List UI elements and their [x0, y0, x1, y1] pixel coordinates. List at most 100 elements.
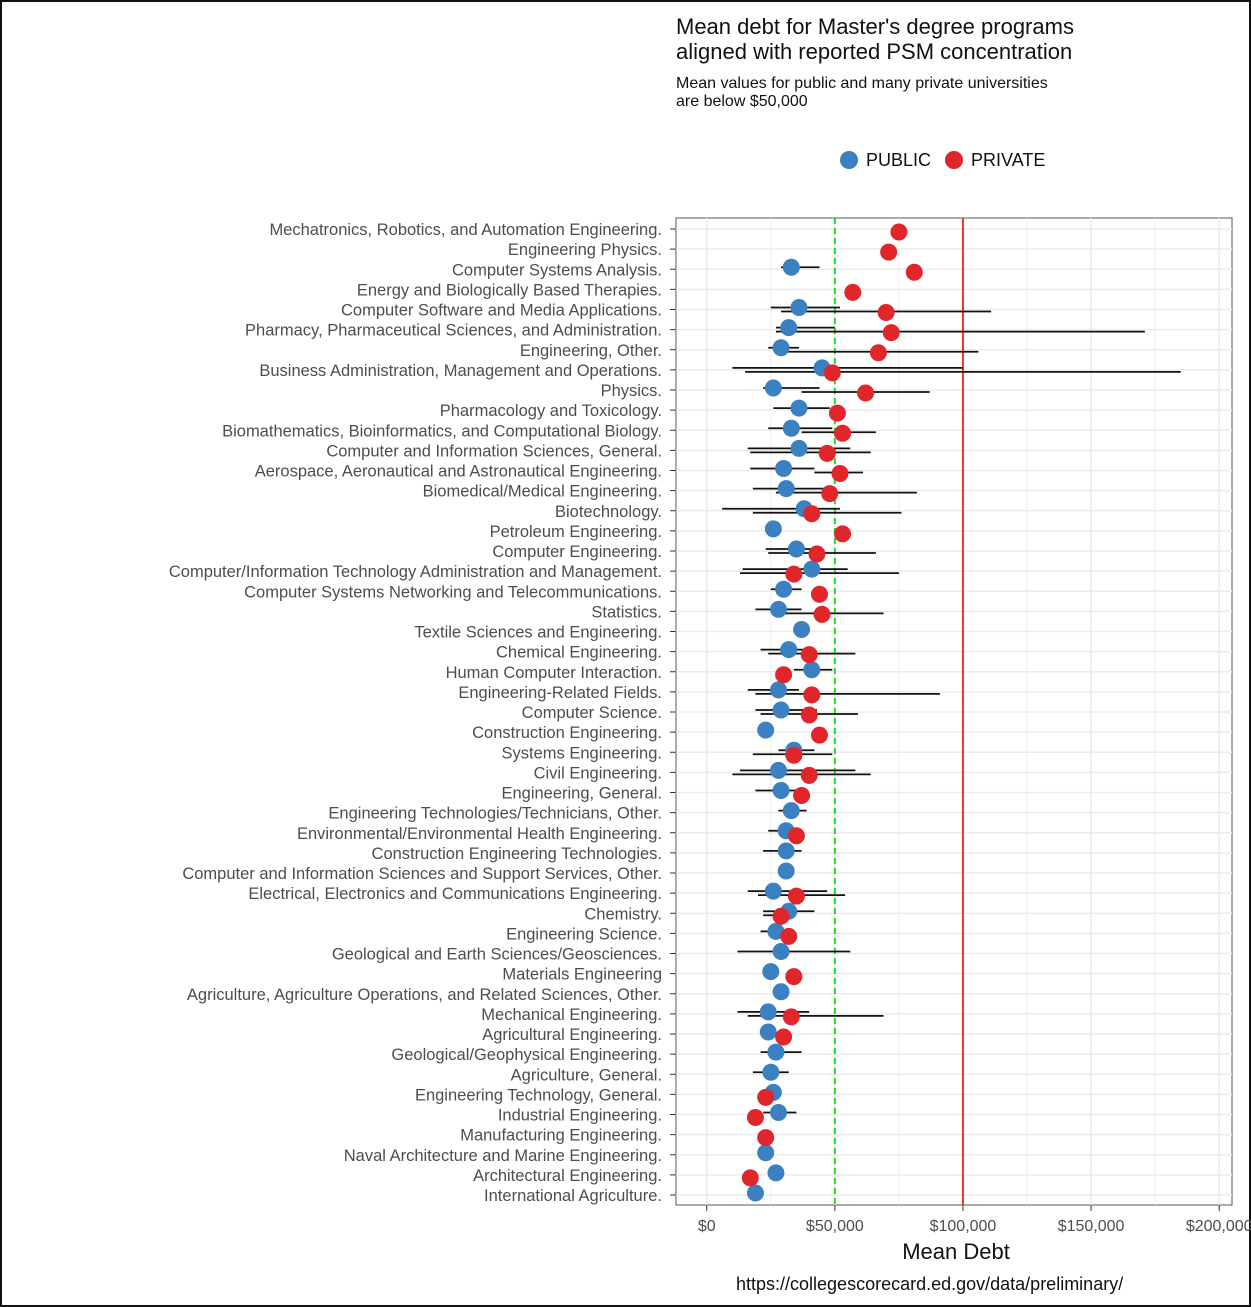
- y-tick-label: Aerospace, Aeronautical and Astronautica…: [255, 463, 662, 481]
- y-tick-label: Pharmacology and Toxicology.: [440, 402, 662, 420]
- point-public: [772, 782, 790, 799]
- point-public: [777, 480, 795, 498]
- y-tick-label: Business Administration, Management and …: [259, 362, 662, 380]
- y-tick-label: Agricultural Engineering.: [482, 1026, 662, 1044]
- y-tick-label: Computer Science.: [522, 704, 662, 722]
- y-tick-label: Computer/Information Technology Administ…: [169, 563, 662, 581]
- point-public: [780, 641, 798, 659]
- point-private: [831, 465, 849, 482]
- point-private: [834, 525, 852, 543]
- point-public: [764, 520, 782, 538]
- point-private: [787, 827, 805, 845]
- point-private: [757, 1129, 775, 1147]
- point-public: [769, 761, 787, 779]
- point-private: [780, 927, 798, 945]
- y-tick-label: Biomedical/Medical Engineering.: [423, 483, 662, 501]
- point-public: [803, 661, 821, 679]
- y-tick-label: Agriculture, Agriculture Operations, and…: [187, 986, 662, 1004]
- point-public: [759, 1003, 777, 1021]
- x-tick-label: $0: [698, 1218, 716, 1235]
- y-tick-label: Environmental/Environmental Health Engin…: [297, 825, 662, 843]
- y-tick-label: Engineering, General.: [501, 785, 662, 803]
- x-axis-label: Mean Debt: [902, 1239, 1010, 1264]
- point-private: [785, 565, 803, 583]
- y-tick-label: Computer Software and Media Applications…: [341, 302, 662, 320]
- x-tick-label: $150,000: [1058, 1218, 1125, 1235]
- point-public: [772, 983, 790, 1001]
- point-private: [757, 1088, 775, 1106]
- chart-subtitle: Mean values for public and many private …: [676, 75, 1196, 111]
- y-tick-label: Computer Systems Analysis.: [452, 261, 662, 279]
- x-tick-label: $50,000: [806, 1218, 864, 1235]
- legend-dot-private: [945, 151, 964, 169]
- chart-subtitle-line: Mean values for public and many private …: [676, 75, 1048, 92]
- point-private: [828, 404, 846, 422]
- legend-label-public: PUBLIC: [866, 149, 932, 170]
- source-url: https://collegescorecard.ed.gov/data/pre…: [736, 1274, 1124, 1294]
- point-public: [767, 922, 785, 940]
- point-private: [775, 1028, 793, 1046]
- point-private: [834, 424, 852, 442]
- y-tick-label: Agriculture, General.: [511, 1066, 662, 1084]
- y-tick-label: Systems Engineering.: [502, 744, 663, 762]
- point-private: [810, 585, 828, 603]
- y-tick-label: Engineering, Other.: [520, 342, 662, 360]
- point-private: [775, 666, 793, 684]
- point-private: [810, 726, 828, 744]
- y-tick-label: Manufacturing Engineering.: [460, 1127, 662, 1145]
- point-private: [844, 283, 862, 301]
- chart-title-line: aligned with reported PSM concentration: [676, 39, 1073, 64]
- point-private: [823, 364, 841, 382]
- y-tick-label: Computer and Information Sciences, Gener…: [326, 442, 662, 460]
- point-private: [821, 485, 839, 503]
- y-tick-label: Construction Engineering Technologies.: [372, 845, 662, 863]
- y-tick-label: Geological/Geophysical Engineering.: [391, 1046, 662, 1064]
- point-private: [800, 646, 818, 664]
- y-tick-label: Engineering Technologies/Technicians, Ot…: [328, 805, 662, 823]
- point-private: [785, 746, 803, 764]
- point-private: [857, 384, 875, 402]
- point-private: [818, 444, 836, 462]
- y-tick-label: International Agriculture.: [484, 1187, 662, 1205]
- point-private: [813, 605, 831, 623]
- y-tick-label: Engineering-Related Fields.: [458, 684, 662, 702]
- point-public: [767, 1164, 785, 1182]
- point-private: [803, 686, 821, 704]
- point-public: [787, 540, 805, 558]
- point-public: [777, 862, 795, 880]
- point-private: [869, 344, 887, 362]
- point-private: [785, 968, 803, 986]
- point-public: [775, 460, 793, 477]
- point-public: [764, 882, 782, 900]
- legend-label-private: PRIVATE: [971, 149, 1046, 170]
- y-tick-label: Engineering Technology, General.: [415, 1086, 662, 1104]
- y-tick-label: Energy and Biologically Based Therapies.: [357, 281, 662, 299]
- y-tick-label: Engineering Science.: [506, 925, 662, 943]
- point-private: [782, 1008, 800, 1026]
- point-private: [746, 1109, 764, 1126]
- point-private: [741, 1169, 759, 1187]
- y-tick-label: Electrical, Electronics and Communicatio…: [248, 885, 662, 903]
- point-private: [772, 907, 790, 925]
- point-public: [772, 943, 790, 960]
- point-public: [782, 802, 800, 820]
- legend-item-private: PRIVATE: [945, 150, 1045, 171]
- legend-dot-public: [840, 151, 858, 169]
- point-private: [877, 304, 895, 321]
- point-public: [782, 258, 800, 276]
- y-tick-label: Biomathematics, Bioinformatics, and Comp…: [222, 422, 662, 440]
- point-public: [769, 681, 787, 699]
- point-public: [769, 1104, 787, 1121]
- point-public: [762, 963, 780, 981]
- point-public: [777, 842, 795, 860]
- y-tick-label: Statistics.: [591, 603, 662, 621]
- point-public: [790, 399, 808, 417]
- chart-legend: PUBLIC PRIVATE: [840, 148, 1059, 172]
- point-public: [790, 299, 808, 316]
- y-tick-label: Architectural Engineering.: [473, 1167, 662, 1185]
- y-tick-label: Pharmacy, Pharmaceutical Sciences, and A…: [245, 322, 662, 340]
- y-tick-label: Geological and Earth Sciences/Geoscience…: [332, 946, 662, 964]
- x-tick-label: $100,000: [930, 1218, 997, 1235]
- point-public: [772, 701, 790, 719]
- point-public: [764, 379, 782, 397]
